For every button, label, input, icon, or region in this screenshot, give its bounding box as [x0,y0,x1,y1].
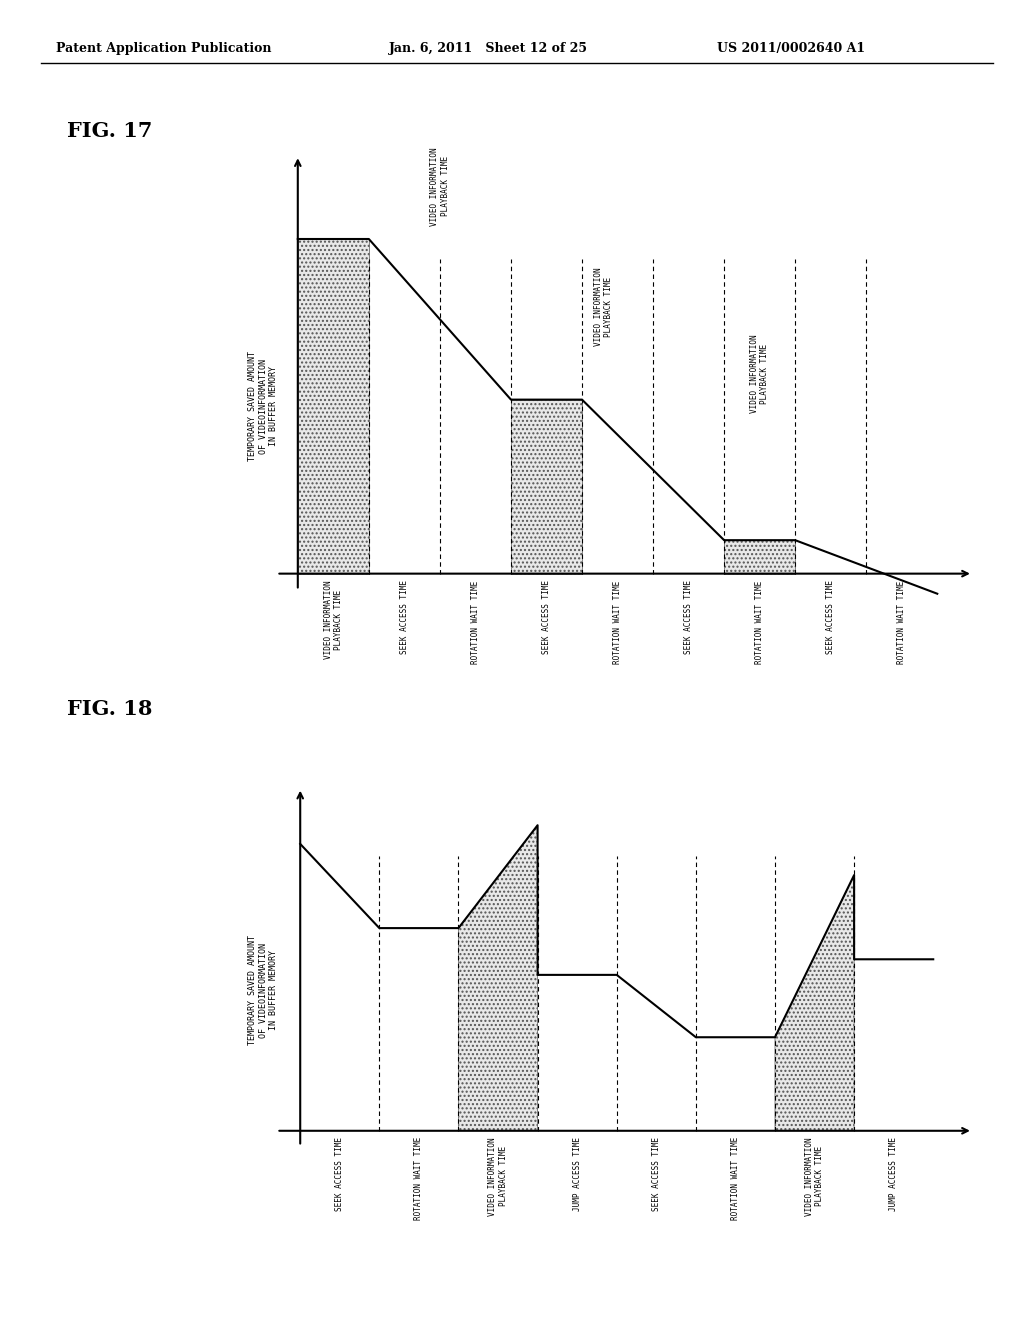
Text: ROTATION WAIT TIME: ROTATION WAIT TIME [755,581,764,664]
Text: JUMP ACCESS TIME: JUMP ACCESS TIME [572,1137,582,1210]
Text: US 2011/0002640 A1: US 2011/0002640 A1 [717,42,865,55]
Text: ROTATION WAIT TIME: ROTATION WAIT TIME [415,1137,423,1220]
Text: VIDEO INFORMATION
PLAYBACK TIME: VIDEO INFORMATION PLAYBACK TIME [488,1137,508,1216]
Text: ROTATION WAIT TIME: ROTATION WAIT TIME [471,581,480,664]
Text: VIDEO INFORMATION
PLAYBACK TIME: VIDEO INFORMATION PLAYBACK TIME [430,147,450,226]
Text: FIG. 18: FIG. 18 [67,700,152,719]
Polygon shape [459,825,538,1131]
Text: ROTATION WAIT TIME: ROTATION WAIT TIME [897,581,906,664]
Bar [298,239,369,574]
Text: VIDEO INFORMATION
PLAYBACK TIME: VIDEO INFORMATION PLAYBACK TIME [324,581,343,659]
Text: TEMPORARY SAVED AMOUNT
OF VIDEOINFORMATION
IN BUFFER MEMORY: TEMPORARY SAVED AMOUNT OF VIDEOINFORMATI… [248,936,279,1045]
Text: SEEK ACCESS TIME: SEEK ACCESS TIME [400,581,409,655]
Polygon shape [775,875,854,1131]
Text: Patent Application Publication: Patent Application Publication [56,42,271,55]
Text: SEEK ACCESS TIME: SEEK ACCESS TIME [335,1137,344,1210]
Text: Jan. 6, 2011   Sheet 12 of 25: Jan. 6, 2011 Sheet 12 of 25 [389,42,588,55]
Text: TEMPORARY SAVED AMOUNT
OF VIDEOINFORMATION
IN BUFFER MEMORY: TEMPORARY SAVED AMOUNT OF VIDEOINFORMATI… [248,351,278,461]
Text: VIDEO INFORMATION
PLAYBACK TIME: VIDEO INFORMATION PLAYBACK TIME [750,334,769,413]
Text: SEEK ACCESS TIME: SEEK ACCESS TIME [652,1137,660,1210]
Bar [724,540,796,574]
Text: ROTATION WAIT TIME: ROTATION WAIT TIME [731,1137,740,1220]
Text: SEEK ACCESS TIME: SEEK ACCESS TIME [826,581,836,655]
Text: VIDEO INFORMATION
PLAYBACK TIME: VIDEO INFORMATION PLAYBACK TIME [805,1137,824,1216]
Text: SEEK ACCESS TIME: SEEK ACCESS TIME [542,581,551,655]
Text: JUMP ACCESS TIME: JUMP ACCESS TIME [889,1137,898,1210]
Text: FIG. 17: FIG. 17 [67,121,152,141]
Text: ROTATION WAIT TIME: ROTATION WAIT TIME [613,581,622,664]
Text: VIDEO INFORMATION
PLAYBACK TIME: VIDEO INFORMATION PLAYBACK TIME [594,268,613,346]
Bar [511,400,582,574]
Text: SEEK ACCESS TIME: SEEK ACCESS TIME [684,581,693,655]
